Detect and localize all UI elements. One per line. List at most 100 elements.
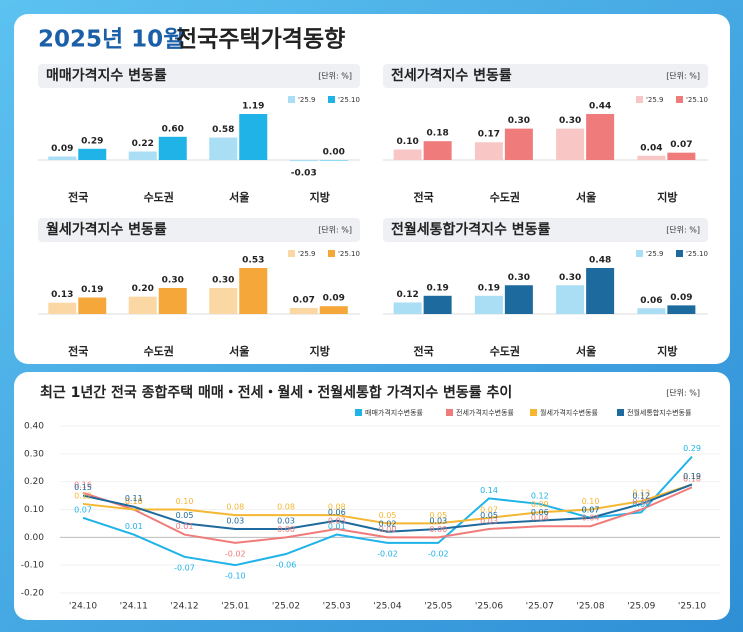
x-tick-label: 전국: [68, 190, 88, 204]
value-label: 0.18: [427, 129, 449, 139]
value-label: 0.60: [162, 124, 184, 134]
value-label: 0.05: [429, 511, 447, 520]
line: [82, 483, 693, 533]
value-label: 0.29: [683, 444, 701, 453]
legend-label: '25.9: [646, 96, 664, 104]
bar: [319, 306, 348, 314]
bar: [474, 142, 503, 160]
legend-swatch: [328, 96, 335, 103]
y-tick-label: 0.20: [24, 477, 44, 487]
value-label: 0.13: [632, 489, 650, 498]
x-tick-label: '25.08: [576, 602, 605, 612]
y-tick-label: 0.00: [24, 533, 44, 543]
value-label: 0.07: [480, 505, 498, 514]
value-label: 0.07: [582, 505, 600, 514]
x-tick-label: '24.11: [120, 602, 148, 612]
legend-label: 매매가격지수변동률: [365, 408, 424, 417]
value-label: 0.00: [277, 525, 295, 534]
value-label: 0.07: [582, 505, 600, 514]
bar: [586, 268, 615, 314]
bar: [78, 297, 107, 314]
x-tick-label: 수도권: [490, 191, 520, 204]
value-label: 0.10: [632, 497, 650, 506]
bar: [78, 148, 107, 160]
bar: [319, 160, 348, 161]
value-label: 0.48: [589, 256, 611, 266]
value-label: 0.58: [212, 125, 234, 135]
value-label: 0.06: [531, 508, 549, 517]
x-tick-label: '25.05: [424, 602, 452, 612]
x-tick-label: 지방: [310, 344, 330, 358]
value-label: 0.12: [632, 491, 650, 500]
legend-label: '25.10: [338, 96, 360, 104]
value-label: 0.10: [125, 497, 143, 506]
x-tick-label: '25.03: [323, 602, 351, 612]
unit-label: [단위: %]: [666, 388, 700, 398]
legend-label: '25.10: [686, 250, 708, 258]
bar: [423, 295, 452, 314]
x-tick-label: 지방: [657, 344, 677, 358]
value-label: 0.07: [293, 295, 315, 305]
value-label: 0.09: [670, 293, 692, 303]
chart-header: [38, 218, 360, 242]
value-label: 0.53: [242, 256, 264, 266]
value-label: 0.12: [74, 491, 92, 500]
value-label: 0.12: [531, 491, 549, 500]
y-tick-label: -0.20: [21, 589, 45, 599]
legend-label: '25.9: [298, 96, 316, 104]
value-label: 0.10: [397, 137, 419, 147]
x-tick-label: '25.01: [221, 602, 249, 612]
value-label: 1.19: [242, 102, 264, 112]
value-label: 0.08: [226, 503, 244, 512]
value-label: 0.13: [51, 290, 73, 300]
value-label: 0.44: [589, 102, 611, 112]
value-label: 0.06: [328, 508, 346, 517]
x-tick-label: '24.12: [170, 602, 198, 612]
bar: [289, 307, 318, 314]
value-label: 0.02: [379, 519, 397, 528]
x-tick-label: 수도권: [144, 191, 174, 204]
value-label: 0.09: [632, 500, 650, 509]
value-label: 0.03: [226, 516, 244, 525]
value-label: 0.03: [480, 516, 498, 525]
x-tick-label: 전국: [414, 344, 434, 358]
value-label: 0.14: [480, 486, 498, 495]
value-label: 0.05: [480, 511, 498, 520]
bar: [474, 295, 503, 314]
legend-swatch: [636, 250, 643, 257]
value-label: 0.19: [427, 283, 449, 293]
value-label: 0.17: [478, 130, 500, 140]
legend-label: '25.10: [686, 96, 708, 104]
chart-title: 최근 1년간 전국 종합주택 매매・전세・월세・전월세통합 가격지수 변동률 추…: [40, 384, 512, 401]
value-label: 0.19: [683, 472, 701, 481]
x-tick-label: 지방: [657, 190, 677, 204]
value-label: 0.05: [379, 511, 397, 520]
value-label: 0.00: [429, 525, 447, 534]
legend-label: 월세가격지수변동률: [540, 408, 599, 417]
value-label: 0.30: [559, 116, 581, 126]
bar: [556, 285, 585, 314]
bar: [637, 308, 666, 314]
value-label: 0.19: [683, 472, 701, 481]
legend-swatch: [328, 250, 335, 257]
value-label: -0.02: [428, 549, 449, 558]
x-tick-label: '25.02: [272, 602, 300, 612]
bar: [667, 152, 696, 160]
value-label: 0.20: [132, 284, 154, 294]
bar: [158, 287, 187, 314]
value-label: 0.19: [81, 285, 103, 295]
line: [82, 483, 693, 525]
value-label: 0.00: [379, 525, 397, 534]
bar: [48, 302, 77, 314]
value-label: 0.10: [125, 497, 143, 506]
legend-swatch: [446, 409, 453, 416]
title: 전국주택가격동향: [176, 27, 345, 53]
bar: [128, 151, 157, 160]
legend-label: 전세가격지수변동률: [456, 408, 515, 417]
legend-swatch: [288, 96, 295, 103]
value-label: 0.09: [531, 500, 549, 509]
value-label: 0.30: [162, 275, 184, 285]
value-label: 0.15: [74, 483, 92, 492]
bar: [239, 268, 268, 314]
